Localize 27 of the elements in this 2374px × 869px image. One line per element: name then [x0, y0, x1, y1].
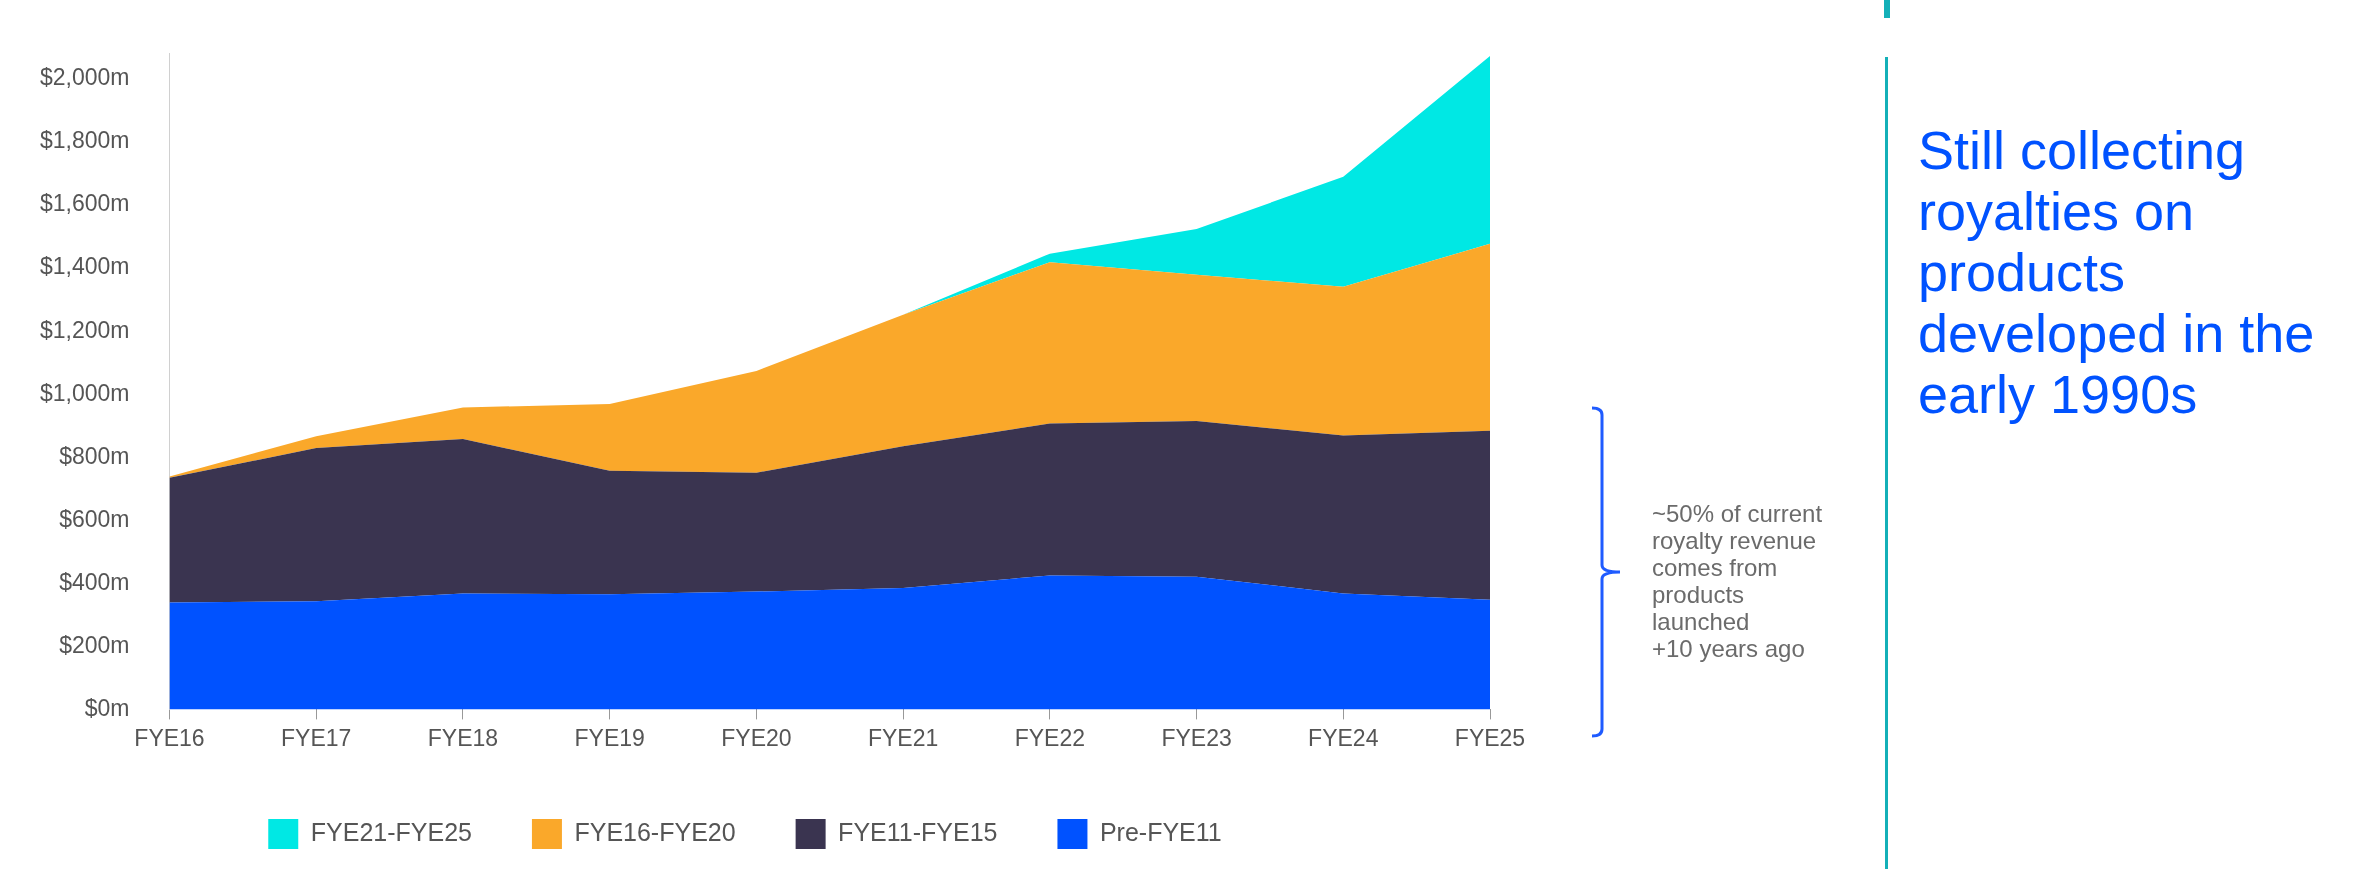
x-tick-label: FYE17 — [281, 724, 352, 751]
text: Still collecting royalties on products developed in the early 1990s — [1918, 120, 2316, 425]
y-tick-label: $600m — [59, 505, 130, 532]
legend-label: FYE21-FYE25 — [310, 817, 472, 846]
y-tick-label: $1,400m — [39, 253, 130, 280]
x-tick-label: FYE18 — [427, 724, 499, 751]
x-tick-label: FYE21 — [867, 724, 939, 751]
y-tick-label: $1,800m — [39, 127, 130, 154]
x-tick-label: FYE16 — [134, 724, 205, 751]
legend-label: FYE11-FYE15 — [838, 817, 998, 846]
x-tick-label: FYE24 — [1308, 724, 1379, 751]
text: ~50% of current royalty revenue comes from products launched +10 years ago — [1652, 500, 1824, 662]
y-tick-label: $1,200m — [39, 316, 130, 343]
legend-label: FYE16-FYE20 — [574, 817, 736, 846]
y-tick-label: $1,600m — [39, 190, 130, 217]
y-tick-label: $400m — [59, 568, 130, 595]
y-tick-label: $2,000m — [39, 64, 130, 91]
x-tick-label: FYE23 — [1161, 724, 1232, 751]
y-tick-label: $0m — [84, 694, 130, 721]
x-tick-label: FYE19 — [574, 724, 645, 751]
y-tick-label: $800m — [59, 442, 130, 469]
x-tick-label: FYE22 — [1014, 724, 1085, 751]
y-tick-label: $200m — [59, 631, 130, 658]
legend-label: Pre-FYE11 — [1099, 817, 1222, 846]
x-tick-label: FYE20 — [721, 724, 792, 751]
y-tick-label: $1,000m — [39, 379, 130, 406]
x-tick-label: FYE25 — [1454, 724, 1526, 751]
